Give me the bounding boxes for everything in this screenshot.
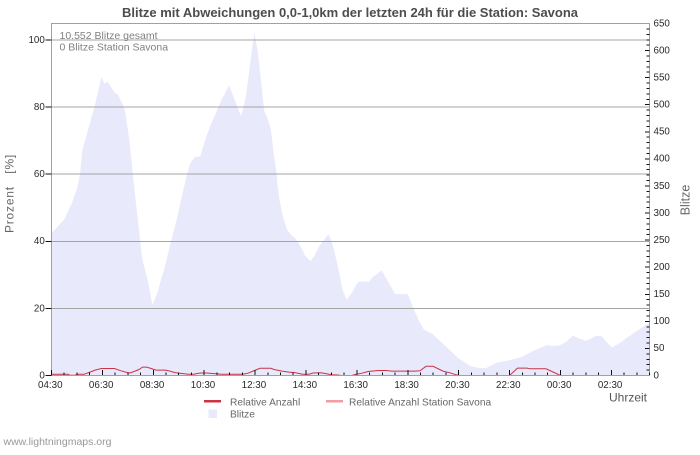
svg-text:250: 250 xyxy=(654,235,671,246)
svg-text:200: 200 xyxy=(654,262,671,273)
svg-text:Prozent [%]: Prozent [%] xyxy=(3,154,17,233)
svg-text:18:30: 18:30 xyxy=(394,380,419,391)
svg-text:500: 500 xyxy=(654,100,671,111)
svg-text:02:30: 02:30 xyxy=(598,380,623,391)
svg-text:22:30: 22:30 xyxy=(496,380,521,391)
svg-text:40: 40 xyxy=(34,236,45,247)
svg-text:0 Blitze Station Savona: 0 Blitze Station Savona xyxy=(60,42,169,54)
svg-text:100: 100 xyxy=(28,35,45,46)
svg-text:20: 20 xyxy=(34,303,45,314)
svg-text:Blitze: Blitze xyxy=(230,409,255,420)
svg-text:Relative Anzahl: Relative Anzahl xyxy=(230,397,300,408)
svg-text:80: 80 xyxy=(34,102,45,113)
svg-text:20:30: 20:30 xyxy=(445,380,470,391)
svg-text:450: 450 xyxy=(654,127,671,138)
svg-text:300: 300 xyxy=(654,208,671,219)
svg-text:0: 0 xyxy=(654,370,660,381)
svg-text:Blitze mit Abweichungen 0,0-1,: Blitze mit Abweichungen 0,0-1,0km der le… xyxy=(122,5,579,20)
svg-text:16:30: 16:30 xyxy=(343,380,368,391)
svg-text:10.552 Blitze gesamt: 10.552 Blitze gesamt xyxy=(60,30,158,42)
svg-text:Relative Anzahl Station Savona: Relative Anzahl Station Savona xyxy=(349,397,491,408)
svg-text:04:30: 04:30 xyxy=(38,380,63,391)
svg-text:Blitze: Blitze xyxy=(679,185,693,216)
svg-text:50: 50 xyxy=(654,343,665,354)
svg-text:12:30: 12:30 xyxy=(242,380,267,391)
svg-text:600: 600 xyxy=(654,45,671,56)
svg-text:08:30: 08:30 xyxy=(140,380,165,391)
svg-text:650: 650 xyxy=(654,18,671,29)
svg-text:0: 0 xyxy=(39,370,45,381)
svg-text:www.lightningmaps.org: www.lightningmaps.org xyxy=(3,436,112,448)
svg-text:60: 60 xyxy=(34,169,45,180)
svg-text:00:30: 00:30 xyxy=(547,380,572,391)
svg-text:550: 550 xyxy=(654,72,671,83)
svg-text:150: 150 xyxy=(654,289,671,300)
svg-text:Uhrzeit: Uhrzeit xyxy=(609,391,648,405)
svg-text:350: 350 xyxy=(654,181,671,192)
svg-text:10:30: 10:30 xyxy=(191,380,216,391)
svg-text:400: 400 xyxy=(654,154,671,165)
svg-text:14:30: 14:30 xyxy=(293,380,318,391)
svg-text:06:30: 06:30 xyxy=(89,380,114,391)
svg-text:100: 100 xyxy=(654,316,671,327)
